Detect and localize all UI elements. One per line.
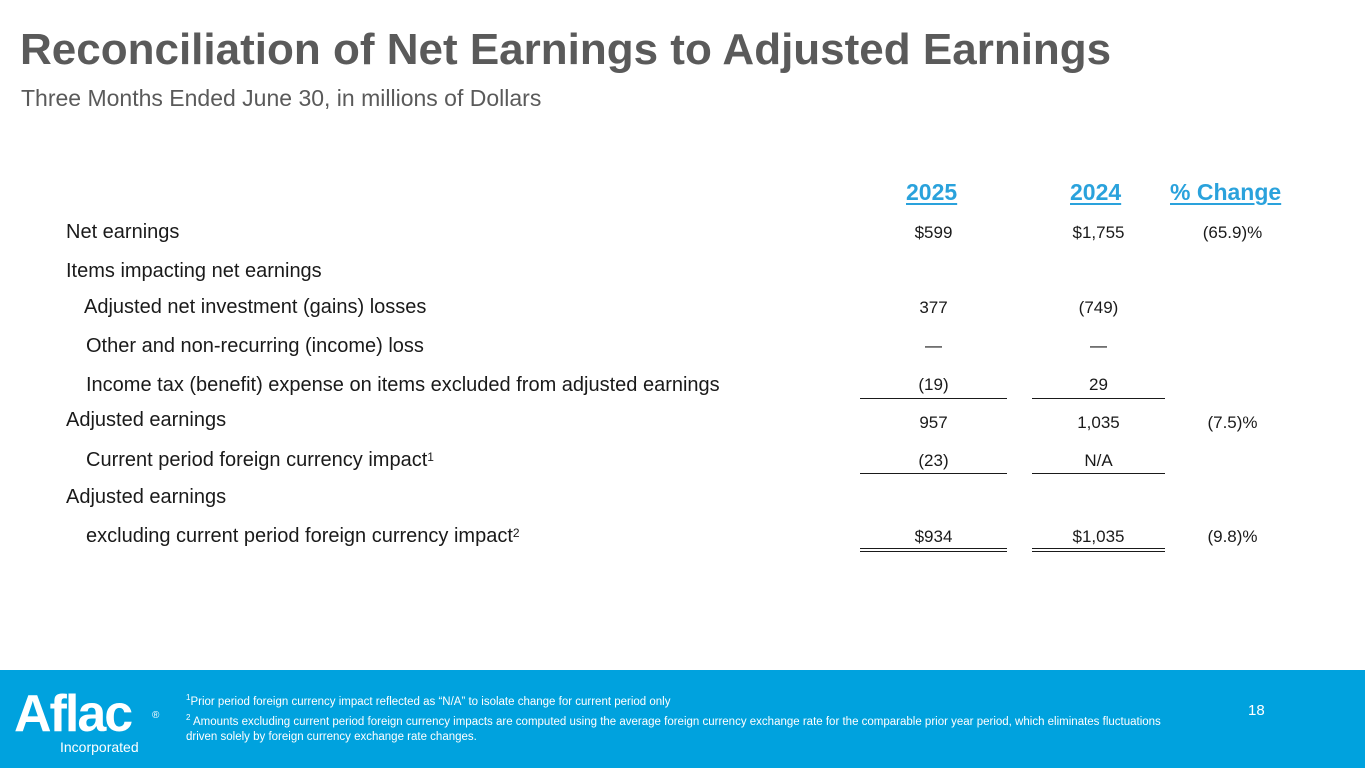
row-label-adjusted-earnings: Adjusted earnings — [66, 409, 227, 431]
footnote-marker-2: 2 — [512, 526, 520, 540]
cell-investment-gains-2025: 377 — [919, 298, 948, 317]
cell-adjusted-earnings-2025: 957 — [919, 413, 948, 432]
row-label-items-impacting: Items impacting net earnings — [66, 260, 322, 282]
row-label-investment-gains: Adjusted net investment (gains) losses — [84, 296, 427, 318]
fx-rule-2024 — [1032, 473, 1165, 474]
row-label-net-earnings: Net earnings — [66, 221, 180, 243]
cell-excluding-fx-2024: $1,035 — [1072, 527, 1125, 546]
column-header-2025: 2025 — [906, 179, 958, 205]
cell-other-nonrecurring-2024: — — [1090, 336, 1107, 355]
aflac-logo: Aflac ® Incorporated — [14, 684, 164, 758]
cell-adjusted-earnings-2024: 1,035 — [1077, 413, 1120, 432]
cell-net-earnings-2024: $1,755 — [1072, 223, 1125, 242]
page-subtitle: Three Months Ended June 30, in millions … — [21, 85, 542, 111]
cell-excluding-fx-change: (9.8)% — [1207, 527, 1258, 546]
column-header-2024: 2024 — [1070, 179, 1122, 205]
row-label-adjusted-earnings-ex: Adjusted earnings — [66, 486, 227, 508]
cell-income-tax-2024: 29 — [1089, 375, 1108, 394]
cell-fx-impact-2024: N/A — [1084, 451, 1113, 470]
registered-mark: ® — [152, 710, 160, 721]
subtotal-rule-2024 — [1032, 398, 1165, 399]
page-title: Reconciliation of Net Earnings to Adjust… — [20, 25, 1112, 74]
cell-adjusted-earnings-change: (7.5)% — [1207, 413, 1258, 432]
cell-net-earnings-change: (65.9)% — [1202, 223, 1263, 242]
total-rule-2025 — [860, 548, 1007, 552]
row-label-other-nonrecurring: Other and non-recurring (income) loss — [86, 335, 424, 357]
footnote-1: 1Prior period foreign currency impact re… — [186, 693, 671, 708]
cell-net-earnings-2025: $599 — [914, 223, 953, 242]
cell-excluding-fx-2025: $934 — [914, 527, 953, 546]
logo-subtext: Incorporated — [60, 739, 139, 755]
row-label-fx-impact: Current period foreign currency impact1 — [86, 449, 434, 471]
footnotes: 1Prior period foreign currency impact re… — [186, 690, 1186, 745]
cell-investment-gains-2024: (749) — [1078, 298, 1119, 317]
cell-income-tax-2025: (19) — [918, 375, 949, 394]
cell-other-nonrecurring-2025: — — [925, 336, 942, 355]
total-rule-2024 — [1032, 548, 1165, 552]
row-label-excluding-fx: excluding current period foreign currenc… — [86, 525, 520, 547]
footnote-marker-1: 1 — [427, 450, 434, 464]
footer-bar: Aflac ® Incorporated 1Prior period forei… — [0, 670, 1365, 768]
cell-fx-impact-2025: (23) — [918, 451, 949, 470]
page-number: 18 — [1248, 702, 1265, 719]
subtotal-rule-2025 — [860, 398, 1007, 399]
footnote-2: 2 Amounts excluding current period forei… — [186, 712, 1161, 743]
column-header-change: % Change — [1170, 179, 1282, 205]
logo-wordmark: Aflac — [14, 685, 133, 743]
fx-rule-2025 — [860, 473, 1007, 474]
row-label-income-tax: Income tax (benefit) expense on items ex… — [86, 374, 720, 396]
